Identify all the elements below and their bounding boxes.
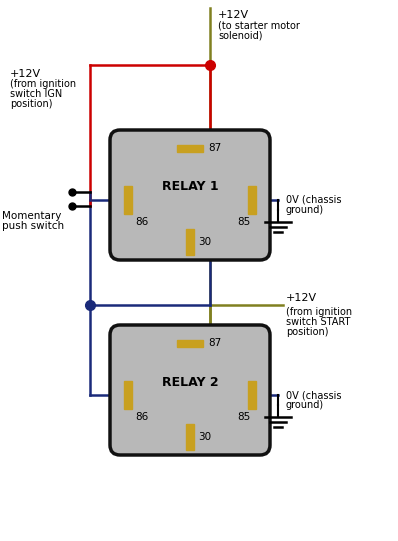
Text: position): position) <box>286 327 328 337</box>
Text: solenoid): solenoid) <box>218 31 263 41</box>
Text: ground): ground) <box>286 400 324 410</box>
Text: +12V: +12V <box>10 69 41 79</box>
Text: 85: 85 <box>237 217 250 227</box>
Text: switch IGN: switch IGN <box>10 89 62 99</box>
Text: position): position) <box>10 99 53 109</box>
Text: Momentary: Momentary <box>2 211 61 221</box>
Text: 0V (chassis: 0V (chassis <box>286 390 341 400</box>
Bar <box>177 144 203 151</box>
Text: (from ignition: (from ignition <box>10 79 76 89</box>
Text: RELAY 1: RELAY 1 <box>162 181 219 194</box>
Text: +12V: +12V <box>286 293 317 303</box>
Bar <box>177 340 203 346</box>
Text: ground): ground) <box>286 205 324 215</box>
Text: (to starter motor: (to starter motor <box>218 21 300 31</box>
Text: 0V (chassis: 0V (chassis <box>286 195 341 205</box>
FancyBboxPatch shape <box>110 325 270 455</box>
Text: 30: 30 <box>198 237 211 247</box>
Text: 85: 85 <box>237 412 250 422</box>
Bar <box>248 381 256 409</box>
Text: 30: 30 <box>198 432 211 442</box>
Text: RELAY 2: RELAY 2 <box>162 375 219 388</box>
Text: 87: 87 <box>208 143 221 153</box>
Bar <box>248 186 256 214</box>
Bar <box>124 381 132 409</box>
Bar <box>186 424 194 450</box>
Text: switch START: switch START <box>286 317 350 327</box>
Text: (from ignition: (from ignition <box>286 307 352 317</box>
Bar <box>186 229 194 255</box>
Text: +12V: +12V <box>218 10 249 20</box>
Text: 87: 87 <box>208 338 221 348</box>
Text: 86: 86 <box>135 412 148 422</box>
FancyBboxPatch shape <box>110 130 270 260</box>
Bar <box>124 186 132 214</box>
Text: push switch: push switch <box>2 221 64 231</box>
Text: 86: 86 <box>135 217 148 227</box>
